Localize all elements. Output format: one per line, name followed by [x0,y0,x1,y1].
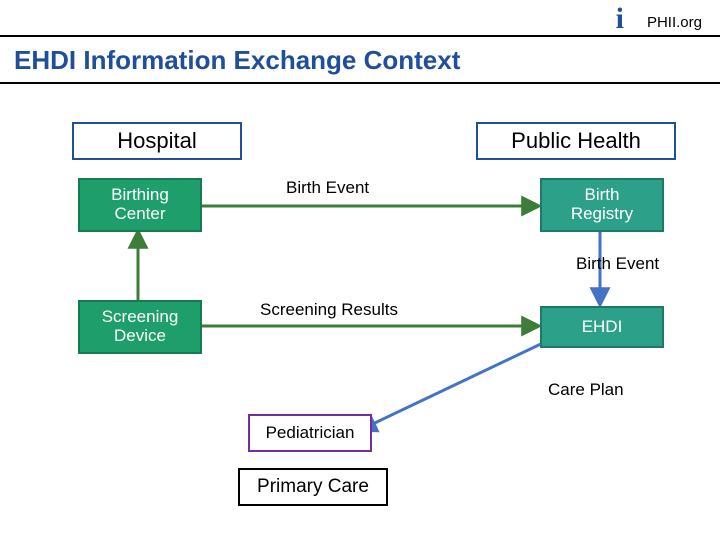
edge-label-birth-event-top: Birth Event [286,178,369,198]
section-hospital-label: Hospital [117,128,196,154]
section-hospital: Hospital [72,122,242,160]
node-birth-registry: Birth Registry [540,178,664,232]
text: Birth [585,185,620,204]
rule-under-title [0,82,720,84]
node-primary-care-label: Primary Care [257,477,369,498]
logo-text: PHII.org [647,14,702,31]
logo-icon: i [616,2,624,36]
edge-label-birth-event-right: Birth Event [576,254,659,274]
node-screening-device: Screening Device [78,300,202,354]
node-ehdi: EHDI [540,306,664,348]
section-public-health: Public Health [476,122,676,160]
node-ehdi-label: EHDI [582,318,623,337]
node-pediatrician-label: Pediatrician [266,424,355,443]
node-primary-care: Primary Care [238,468,388,506]
node-birthing-center: Birthing Center [78,178,202,232]
text: Device [114,326,166,345]
page-title: EHDI Information Exchange Context [14,45,460,76]
text: Screening [102,307,179,326]
node-birth-registry-label: Birth Registry [571,186,633,223]
text: Registry [571,204,633,223]
node-screening-device-label: Screening Device [102,308,179,345]
node-pediatrician: Pediatrician [248,414,372,452]
rule-top [0,35,720,37]
section-public-health-label: Public Health [511,128,641,154]
text: Center [114,204,165,223]
node-birthing-center-label: Birthing Center [111,186,169,223]
edge-label-screening-results: Screening Results [260,300,398,320]
edge-label-care-plan: Care Plan [548,380,624,400]
text: Birthing [111,185,169,204]
diagram-stage: i PHII.org EHDI Information Exchange Con… [0,0,720,540]
